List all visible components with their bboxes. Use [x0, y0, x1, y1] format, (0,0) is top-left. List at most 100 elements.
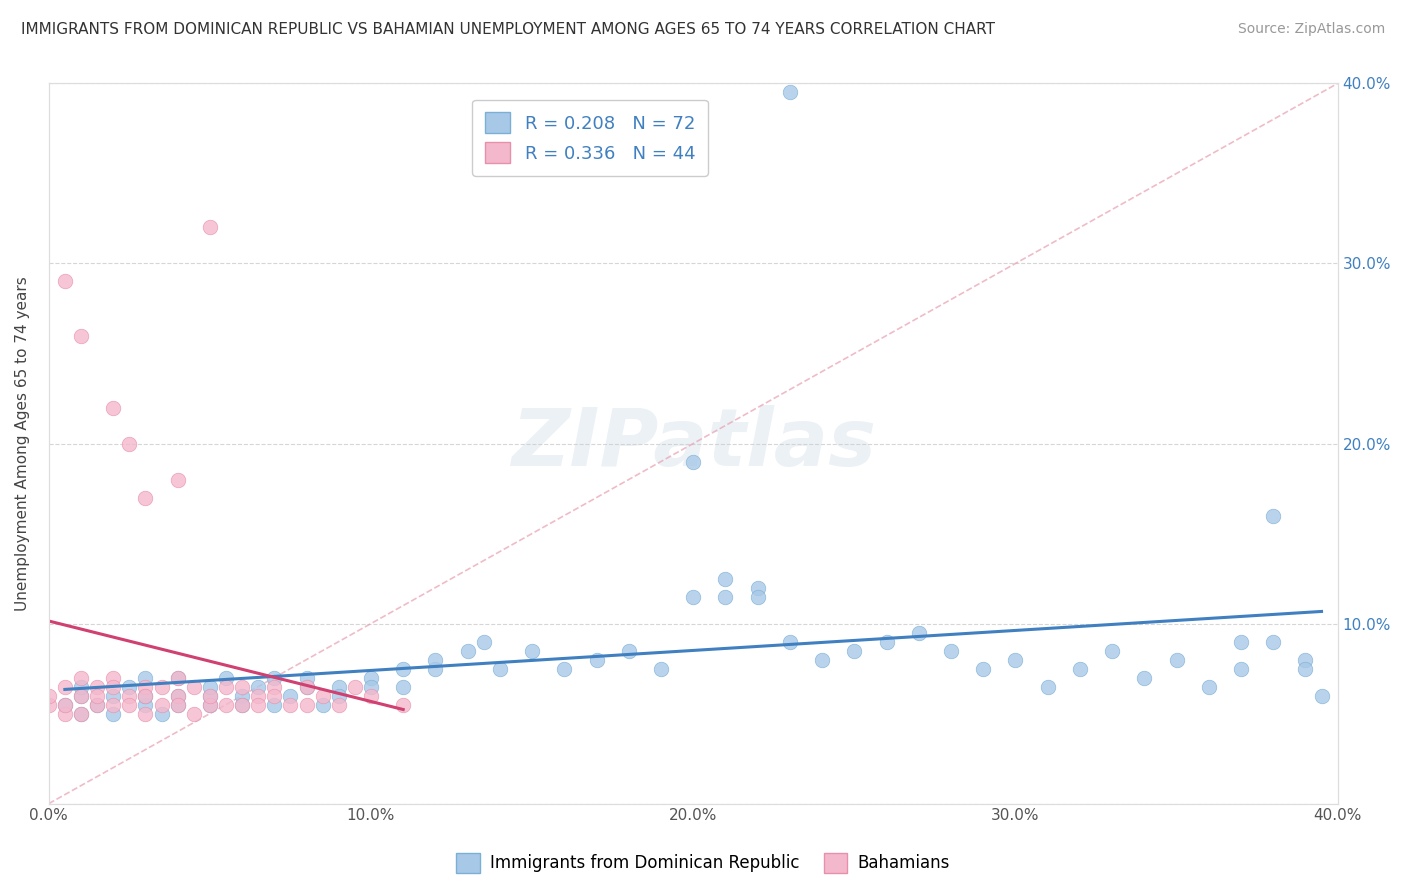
Point: [183, 680, 205, 694]
Point: [118, 698, 141, 712]
Point: [311, 698, 333, 712]
Point: [1294, 652, 1316, 666]
Point: [876, 634, 898, 648]
Point: [53, 698, 76, 712]
Point: [617, 643, 640, 657]
Point: [70, 689, 93, 703]
Point: [166, 689, 188, 703]
Point: [714, 590, 737, 604]
Point: [134, 689, 156, 703]
Point: [1294, 662, 1316, 676]
Point: [231, 698, 253, 712]
Point: [280, 698, 302, 712]
Point: [86, 689, 108, 703]
Point: [86, 680, 108, 694]
Point: [198, 698, 221, 712]
Point: [392, 662, 415, 676]
Point: [134, 671, 156, 685]
Point: [650, 662, 672, 676]
Point: [585, 652, 607, 666]
Point: [247, 689, 270, 703]
Point: [682, 454, 704, 468]
Point: [311, 689, 333, 703]
Point: [38, 698, 60, 712]
Point: [295, 680, 318, 694]
Point: [198, 220, 221, 235]
Point: [328, 698, 350, 712]
Point: [70, 706, 93, 721]
Point: [425, 652, 447, 666]
Point: [70, 328, 93, 343]
Point: [70, 671, 93, 685]
Point: [280, 689, 302, 703]
Point: [360, 680, 382, 694]
Point: [392, 698, 415, 712]
Point: [103, 401, 125, 415]
Point: [118, 436, 141, 450]
Point: [53, 680, 76, 694]
Point: [231, 680, 253, 694]
Point: [183, 706, 205, 721]
Point: [939, 643, 962, 657]
Point: [425, 662, 447, 676]
Point: [53, 698, 76, 712]
Point: [150, 680, 173, 694]
Point: [70, 689, 93, 703]
Point: [295, 671, 318, 685]
Text: IMMIGRANTS FROM DOMINICAN REPUBLIC VS BAHAMIAN UNEMPLOYMENT AMONG AGES 65 TO 74 : IMMIGRANTS FROM DOMINICAN REPUBLIC VS BA…: [21, 22, 995, 37]
Point: [779, 86, 801, 100]
Point: [489, 662, 512, 676]
Point: [553, 662, 575, 676]
Point: [134, 680, 156, 694]
Point: [714, 572, 737, 586]
Point: [907, 625, 929, 640]
Point: [150, 706, 173, 721]
Point: [263, 671, 285, 685]
Text: Source: ZipAtlas.com: Source: ZipAtlas.com: [1237, 22, 1385, 37]
Text: ZIPatlas: ZIPatlas: [510, 405, 876, 483]
Point: [134, 689, 156, 703]
Point: [472, 634, 495, 648]
Point: [844, 643, 866, 657]
Point: [103, 680, 125, 694]
Point: [328, 689, 350, 703]
Point: [247, 698, 270, 712]
Point: [103, 671, 125, 685]
Point: [682, 590, 704, 604]
Point: [166, 473, 188, 487]
Point: [166, 698, 188, 712]
Point: [231, 689, 253, 703]
Point: [263, 698, 285, 712]
Point: [392, 680, 415, 694]
Point: [1069, 662, 1091, 676]
Point: [1230, 662, 1253, 676]
Point: [343, 680, 366, 694]
Point: [295, 680, 318, 694]
Point: [198, 698, 221, 712]
Point: [38, 689, 60, 703]
Point: [215, 671, 238, 685]
Point: [747, 590, 769, 604]
Point: [134, 491, 156, 505]
Point: [166, 671, 188, 685]
Point: [103, 689, 125, 703]
Point: [166, 698, 188, 712]
Point: [134, 698, 156, 712]
Point: [520, 643, 543, 657]
Point: [1133, 671, 1156, 685]
Point: [247, 680, 270, 694]
Point: [360, 671, 382, 685]
Point: [166, 671, 188, 685]
Point: [134, 706, 156, 721]
Point: [263, 680, 285, 694]
Point: [972, 662, 994, 676]
Point: [1166, 652, 1188, 666]
Legend: Immigrants from Dominican Republic, Bahamians: Immigrants from Dominican Republic, Baha…: [450, 847, 956, 880]
Point: [1310, 689, 1333, 703]
Legend: R = 0.208   N = 72, R = 0.336   N = 44: R = 0.208 N = 72, R = 0.336 N = 44: [472, 100, 707, 176]
Point: [1263, 634, 1285, 648]
Point: [779, 634, 801, 648]
Point: [295, 698, 318, 712]
Point: [118, 680, 141, 694]
Point: [70, 680, 93, 694]
